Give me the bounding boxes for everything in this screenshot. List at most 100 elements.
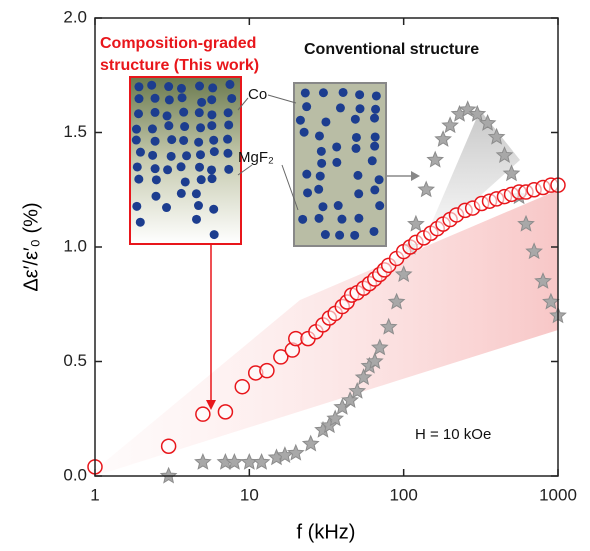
point: [426, 150, 445, 168]
particle: [353, 170, 363, 180]
arrow-head: [206, 400, 216, 410]
particle: [147, 80, 157, 90]
particle: [176, 162, 186, 172]
point: [326, 409, 345, 427]
particle: [196, 175, 206, 185]
particle: [193, 201, 203, 211]
particle: [317, 158, 327, 168]
particle: [209, 204, 219, 214]
particle: [316, 146, 326, 156]
point: [534, 272, 552, 289]
particle: [209, 230, 219, 240]
particle: [370, 141, 380, 151]
particle: [299, 127, 309, 137]
point: [407, 214, 425, 232]
particle: [134, 174, 144, 184]
particle: [207, 110, 217, 120]
x-tick-label: 1000: [539, 485, 577, 504]
particle: [314, 184, 324, 194]
point: [286, 443, 305, 461]
y-tick-label: 2.0: [63, 7, 87, 26]
point: [517, 214, 535, 232]
point: [417, 180, 436, 198]
particle: [135, 217, 145, 227]
particle: [332, 142, 342, 152]
particle: [163, 165, 173, 175]
particle: [354, 189, 364, 199]
particle: [195, 81, 205, 91]
particle: [135, 147, 145, 157]
particle: [224, 120, 234, 130]
particle: [337, 214, 347, 224]
particle: [162, 203, 172, 213]
point: [301, 434, 320, 452]
particle: [195, 162, 205, 172]
particle: [351, 132, 361, 142]
particle: [223, 134, 233, 144]
point: [195, 406, 211, 422]
annotation: structure (This work): [100, 57, 259, 74]
particle: [179, 107, 189, 117]
particle: [131, 124, 141, 134]
particle: [375, 201, 385, 211]
particle: [302, 102, 312, 112]
particle: [351, 143, 361, 153]
particle: [151, 175, 161, 185]
annotation: Composition-graded: [100, 35, 256, 52]
point: [394, 265, 413, 283]
particle: [338, 87, 348, 97]
pointer: [267, 94, 297, 104]
pointer: [281, 164, 299, 211]
plot-frame: [94, 17, 559, 477]
particle: [321, 117, 331, 127]
particle: [314, 131, 324, 141]
particle: [320, 230, 330, 240]
particle: [207, 121, 217, 131]
point: [259, 362, 275, 379]
particle: [355, 104, 365, 114]
particle: [176, 83, 186, 93]
y-tick-label: 0.5: [63, 351, 87, 370]
annotation: Co: [248, 86, 267, 103]
particle: [371, 104, 381, 114]
y-tick-label: 0.0: [63, 465, 87, 484]
point: [160, 438, 177, 454]
point: [525, 242, 543, 260]
particle: [150, 136, 160, 146]
particle: [131, 135, 141, 145]
x-axis-label: f (kHz): [297, 521, 356, 543]
particle: [224, 164, 234, 174]
particle: [147, 124, 157, 134]
particle: [196, 123, 206, 133]
pointer: [237, 164, 253, 176]
particle: [207, 95, 217, 105]
particle: [335, 230, 345, 240]
particle: [209, 147, 219, 157]
particle: [371, 91, 381, 101]
y-axis-label: Δε′/ε′₀ (%): [20, 202, 42, 291]
particle: [350, 230, 360, 240]
particle: [167, 135, 177, 145]
particle: [150, 93, 160, 103]
point: [194, 453, 212, 470]
particle: [315, 171, 325, 181]
particle: [180, 122, 190, 132]
particle: [370, 132, 380, 142]
point: [441, 116, 459, 134]
particle: [314, 213, 324, 223]
point: [365, 352, 384, 370]
particle: [370, 185, 380, 195]
particle: [354, 213, 364, 223]
particle: [150, 107, 160, 117]
particle: [164, 82, 174, 92]
particle: [333, 201, 343, 211]
particle: [195, 150, 205, 160]
particle: [318, 202, 328, 212]
point: [502, 164, 521, 182]
particle: [318, 88, 328, 98]
particle: [191, 214, 201, 224]
particle: [180, 177, 190, 187]
x-tick-label: 1: [90, 485, 99, 504]
particle: [227, 93, 237, 103]
particle: [335, 103, 345, 113]
